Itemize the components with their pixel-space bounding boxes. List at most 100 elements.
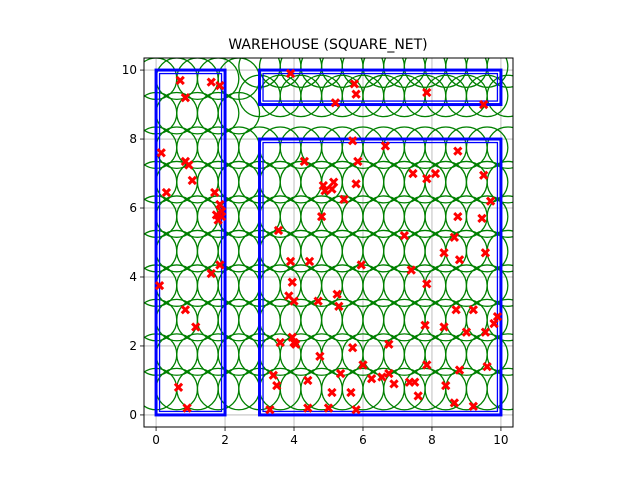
point-26 bbox=[422, 87, 432, 98]
point-0 bbox=[175, 75, 185, 86]
point-37 bbox=[485, 196, 496, 206]
point-67 bbox=[291, 339, 301, 349]
point-85 bbox=[303, 403, 313, 413]
point-21 bbox=[182, 403, 192, 413]
point-64 bbox=[275, 337, 285, 348]
point-55 bbox=[480, 248, 491, 258]
coverage-circle-178 bbox=[217, 91, 261, 135]
shelf-0-outer bbox=[154, 68, 227, 417]
coverage-circle-132 bbox=[465, 229, 509, 273]
x-tick-label-4: 8 bbox=[428, 433, 436, 447]
point-5 bbox=[161, 187, 172, 198]
coverage-circle-168 bbox=[486, 74, 513, 118]
point-100 bbox=[449, 398, 460, 408]
point-9 bbox=[210, 187, 220, 198]
point-58 bbox=[287, 277, 297, 287]
point-92 bbox=[377, 372, 387, 382]
coverage-circle-136 bbox=[486, 367, 513, 411]
point-97 bbox=[413, 391, 423, 401]
coverage-circle-137 bbox=[486, 333, 513, 376]
coverage-circle-143 bbox=[486, 126, 513, 169]
shelf-1-outer bbox=[258, 68, 503, 107]
point-93 bbox=[384, 368, 394, 379]
point-80 bbox=[482, 361, 492, 372]
point-8 bbox=[187, 175, 197, 186]
point-16 bbox=[206, 268, 216, 279]
point-17 bbox=[154, 280, 165, 291]
point-46 bbox=[356, 260, 366, 270]
point-10 bbox=[215, 199, 225, 210]
point-98 bbox=[422, 360, 432, 370]
plot-area bbox=[144, 58, 513, 417]
point-94 bbox=[389, 379, 399, 389]
coverage-circle-167 bbox=[465, 58, 509, 88]
point-19 bbox=[191, 322, 201, 332]
point-79 bbox=[492, 311, 503, 322]
coverage-circle-139 bbox=[486, 264, 513, 307]
y-tick-label-3: 6 bbox=[129, 201, 137, 215]
y-tick-label-2: 4 bbox=[129, 270, 137, 284]
point-25 bbox=[351, 89, 361, 99]
shelf-2-outer bbox=[258, 137, 503, 417]
point-23 bbox=[330, 98, 341, 108]
point-45 bbox=[273, 225, 284, 236]
y-tick-label-1: 2 bbox=[129, 339, 137, 353]
point-47 bbox=[285, 256, 296, 267]
y-tick-label-5: 10 bbox=[122, 63, 137, 77]
point-41 bbox=[327, 184, 337, 194]
point-34 bbox=[430, 168, 441, 179]
point-84 bbox=[303, 375, 313, 386]
point-30 bbox=[353, 156, 363, 167]
coverage-circle-135 bbox=[465, 126, 509, 170]
point-99 bbox=[441, 380, 451, 391]
coverage-circle-131 bbox=[465, 264, 509, 307]
point-83 bbox=[265, 405, 275, 415]
x-tick-label-1: 2 bbox=[221, 433, 229, 447]
point-71 bbox=[384, 339, 394, 349]
point-1 bbox=[180, 92, 191, 103]
point-88 bbox=[335, 368, 346, 379]
point-40 bbox=[329, 177, 339, 187]
y-tick-label-4: 8 bbox=[129, 132, 137, 146]
point-75 bbox=[468, 305, 479, 315]
point-78 bbox=[489, 318, 499, 329]
point-4 bbox=[156, 148, 166, 158]
point-48 bbox=[304, 256, 315, 267]
coverage-circle-133 bbox=[465, 195, 509, 238]
point-96 bbox=[410, 377, 420, 387]
coverage-circle-169 bbox=[486, 58, 513, 88]
point-77 bbox=[480, 327, 491, 337]
point-24 bbox=[349, 79, 360, 89]
point-44 bbox=[316, 211, 327, 222]
shelf-2-inner bbox=[262, 141, 499, 413]
point-53 bbox=[454, 255, 465, 265]
point-60 bbox=[289, 296, 299, 306]
point-31 bbox=[380, 141, 391, 151]
shelf-rectangles bbox=[154, 68, 503, 417]
point-32 bbox=[408, 168, 418, 179]
point-36 bbox=[479, 170, 489, 180]
coverage-circle-141 bbox=[486, 195, 513, 238]
point-76 bbox=[461, 327, 472, 337]
point-27 bbox=[479, 99, 489, 110]
point-22 bbox=[285, 68, 296, 79]
x-tick-label-2: 4 bbox=[290, 433, 298, 447]
point-101 bbox=[454, 365, 465, 375]
point-52 bbox=[439, 248, 449, 258]
point-87 bbox=[327, 387, 337, 398]
coverage-circle-38 bbox=[196, 91, 240, 135]
point-51 bbox=[453, 211, 463, 222]
point-15 bbox=[215, 260, 225, 270]
x-tick-label-5: 10 bbox=[493, 433, 508, 447]
coverage-circle-138 bbox=[486, 298, 513, 342]
point-7 bbox=[184, 160, 194, 170]
point-73 bbox=[439, 322, 449, 332]
point-74 bbox=[451, 305, 461, 315]
point-57 bbox=[422, 279, 432, 289]
point-28 bbox=[299, 156, 310, 167]
point-89 bbox=[346, 387, 356, 398]
point-63 bbox=[334, 301, 344, 311]
point-3 bbox=[215, 80, 225, 91]
